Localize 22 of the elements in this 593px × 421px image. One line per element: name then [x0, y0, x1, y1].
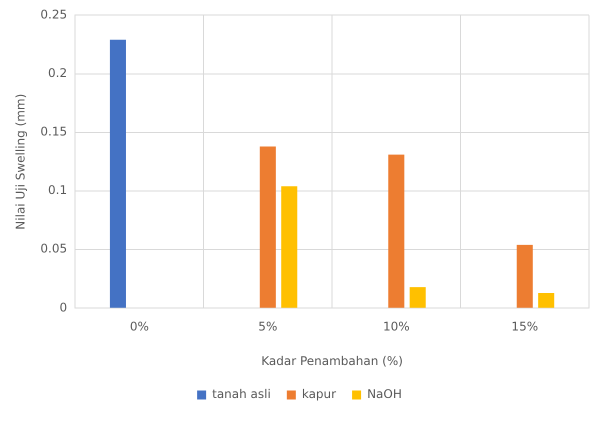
bar [110, 40, 126, 308]
y-tick-label: 0 [59, 300, 68, 314]
bar [516, 244, 533, 308]
x-tick-label: 5% [258, 320, 278, 334]
legend-label: kapur [302, 387, 336, 402]
y-tick-label: 0.05 [40, 242, 68, 256]
x-tick-label: 10% [382, 320, 410, 334]
bar [281, 186, 298, 308]
legend-label: NaOH [367, 387, 402, 402]
bar [388, 154, 404, 308]
legend-label: tanah asli [212, 387, 271, 402]
bar [410, 287, 426, 308]
bar [538, 292, 554, 308]
x-tick-label: 15% [511, 320, 538, 334]
y-tick-label: 0.1 [48, 183, 68, 198]
x-tick-label: 0% [130, 320, 149, 334]
y-tick-label: 0.2 [48, 66, 68, 80]
y-axis-title: Nilai Uji Swelling (mm) [13, 94, 28, 230]
x-axis-title: Kadar Penambahan (%) [261, 354, 403, 368]
y-tick-label: 0.25 [40, 7, 68, 22]
y-tick-label: 0.15 [40, 124, 68, 139]
bar [260, 146, 276, 308]
